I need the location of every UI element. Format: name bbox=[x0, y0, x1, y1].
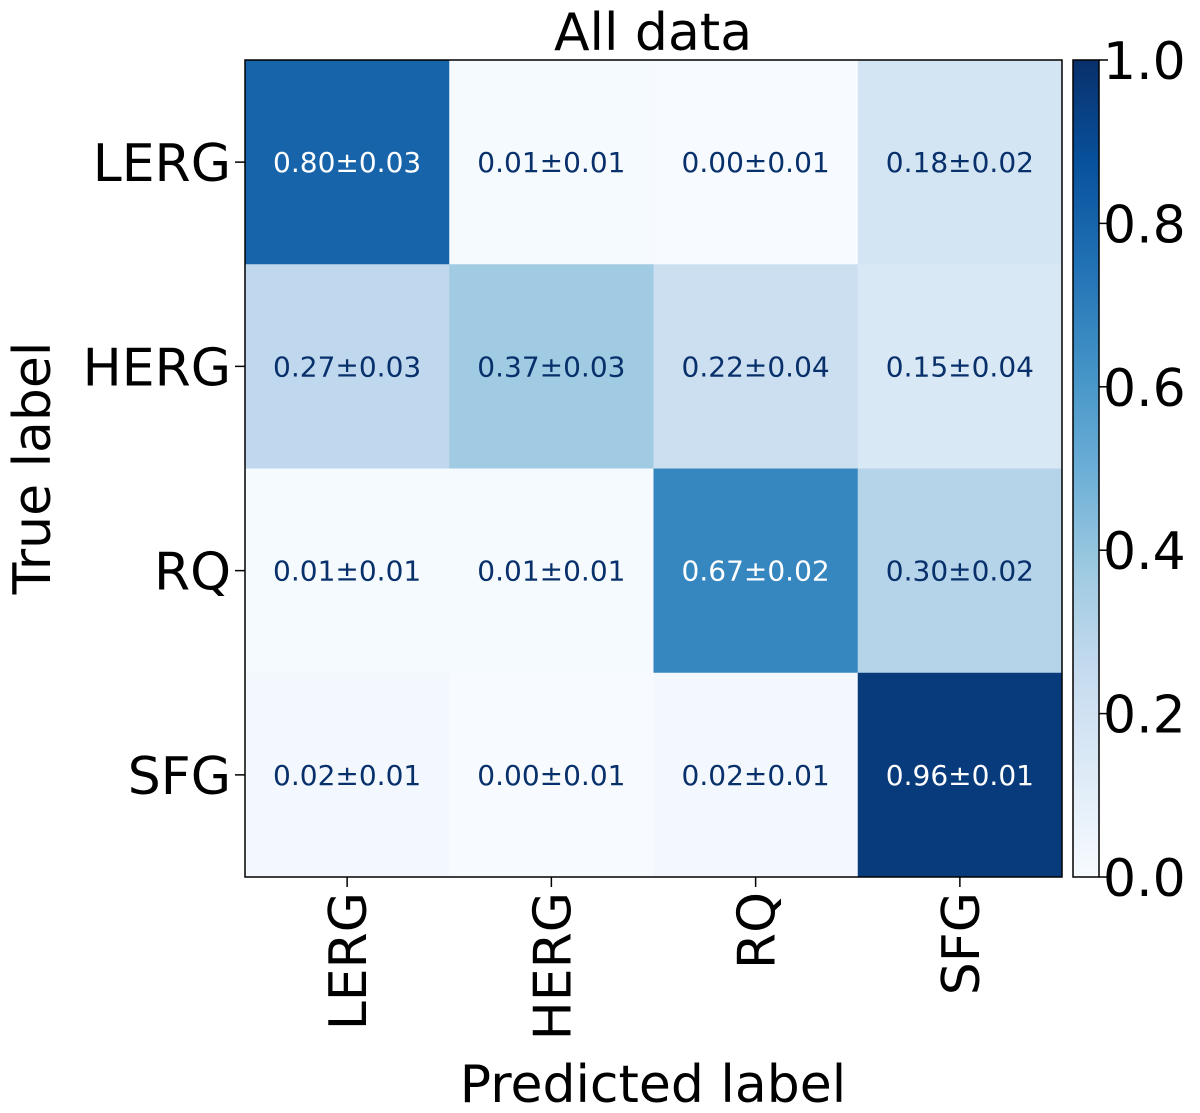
cell-value-label: 0.96±0.01 bbox=[886, 759, 1034, 792]
x-tick-label: LERG bbox=[319, 892, 379, 1030]
x-axis-ticks: LERG HERG RQ SFG bbox=[319, 877, 992, 1040]
cell-value-label: 0.18±0.02 bbox=[886, 146, 1034, 179]
cell-value-label: 0.00±0.01 bbox=[477, 759, 625, 792]
colorbar-ticks: 0.0 0.2 0.4 0.6 0.8 1.0 bbox=[1099, 32, 1186, 909]
cell-value-label: 0.01±0.01 bbox=[273, 555, 421, 588]
heatmap-cell bbox=[449, 468, 654, 674]
heatmap-cell bbox=[245, 672, 450, 878]
cell-value-label: 0.02±0.01 bbox=[682, 759, 830, 792]
heatmap-cell bbox=[857, 60, 1063, 265]
cell-value-label: 0.15±0.04 bbox=[886, 350, 1034, 383]
cell-value-label: 0.67±0.02 bbox=[682, 555, 830, 588]
heatmap-cell bbox=[245, 264, 450, 469]
y-axis-label: True label bbox=[3, 342, 63, 596]
x-tick-label: RQ bbox=[728, 892, 788, 969]
cell-value-label: 0.22±0.04 bbox=[682, 350, 830, 383]
colorbar-tick-label: 0.2 bbox=[1103, 686, 1186, 746]
cell-value-label: 0.37±0.03 bbox=[477, 350, 625, 383]
y-tick-label: RQ bbox=[154, 543, 231, 603]
cell-value-label: 0.01±0.01 bbox=[477, 555, 625, 588]
heatmap-cell bbox=[449, 264, 654, 469]
heatmap-cell bbox=[857, 672, 1063, 878]
cell-value-label: 0.80±0.03 bbox=[273, 146, 421, 179]
x-axis-label: Predicted label bbox=[460, 1055, 846, 1113]
heatmap-cell bbox=[653, 60, 859, 265]
colorbar-tick-label: 1.0 bbox=[1103, 32, 1186, 92]
cell-value-label: 0.01±0.01 bbox=[477, 146, 625, 179]
colorbar-tick-label: 0.8 bbox=[1103, 195, 1186, 255]
y-axis-ticks: LERG HERG RQ SFG bbox=[83, 134, 245, 807]
heatmap-cells bbox=[245, 60, 1063, 878]
heatmap-cell bbox=[245, 60, 450, 265]
y-tick-label: SFG bbox=[128, 747, 231, 807]
heatmap-cell bbox=[449, 672, 654, 878]
cell-value-label: 0.27±0.03 bbox=[273, 350, 421, 383]
heatmap-cell bbox=[653, 468, 859, 674]
cell-value-label: 0.30±0.02 bbox=[886, 555, 1034, 588]
y-tick-label: HERG bbox=[83, 338, 231, 398]
heatmap-cell bbox=[449, 60, 654, 265]
cell-value-label: 0.00±0.01 bbox=[682, 146, 830, 179]
x-tick-label: SFG bbox=[932, 892, 992, 995]
heatmap-cell bbox=[857, 468, 1063, 674]
heatmap-cell bbox=[653, 264, 859, 469]
plot-frame bbox=[244, 59, 1063, 878]
chart-title: All data bbox=[554, 3, 752, 63]
x-tick-label: HERG bbox=[523, 892, 583, 1040]
colorbar-tick-label: 0.0 bbox=[1103, 849, 1186, 909]
y-tick-label: LERG bbox=[93, 134, 231, 194]
heatmap-cell-labels: 0.80±0.03 0.01±0.01 0.00±0.01 0.18±0.02 0.27… bbox=[273, 146, 1034, 792]
heatmap-cell bbox=[857, 264, 1063, 469]
cell-value-label: 0.02±0.01 bbox=[273, 759, 421, 792]
heatmap-cell bbox=[245, 468, 450, 674]
colorbar-tick-label: 0.4 bbox=[1103, 522, 1186, 582]
colorbar-tick-label: 0.6 bbox=[1103, 359, 1186, 419]
colorbar bbox=[1072, 59, 1100, 878]
heatmap-cell bbox=[653, 672, 859, 878]
